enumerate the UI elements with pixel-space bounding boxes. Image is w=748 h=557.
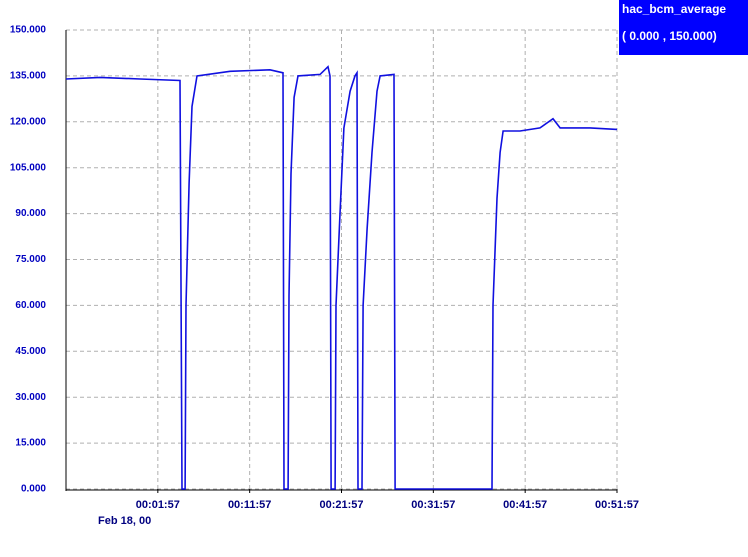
legend-title: hac_bcm_average <box>622 2 726 16</box>
y-tick-label: 75.000 <box>15 254 46 265</box>
y-tick-label: 0.000 <box>21 484 46 495</box>
legend-range: ( 0.000 , 150.000) <box>622 29 717 43</box>
y-tick-label: 90.000 <box>15 208 46 219</box>
x-tick-label: 00:51:57 <box>595 499 639 511</box>
y-tick-label: 60.000 <box>15 300 46 311</box>
y-tick-label: 30.000 <box>15 392 46 403</box>
y-tick-label: 150.000 <box>10 25 47 36</box>
y-tick-label: 135.000 <box>10 71 47 82</box>
y-tick-label: 15.000 <box>15 438 46 449</box>
y-tick-label: 105.000 <box>10 162 47 173</box>
x-tick-label: 00:41:57 <box>503 499 547 511</box>
x-tick-label: 00:31:57 <box>411 499 455 511</box>
legend-box <box>619 0 748 55</box>
x-tick-label: 00:21:57 <box>319 499 363 511</box>
date-label: Feb 18, 00 <box>98 515 151 527</box>
y-tick-label: 45.000 <box>15 346 46 357</box>
y-tick-label: 120.000 <box>10 116 47 127</box>
data-line <box>65 65 618 490</box>
x-tick-label: 00:11:57 <box>228 499 271 511</box>
x-tick-label: 00:01:57 <box>136 499 180 511</box>
